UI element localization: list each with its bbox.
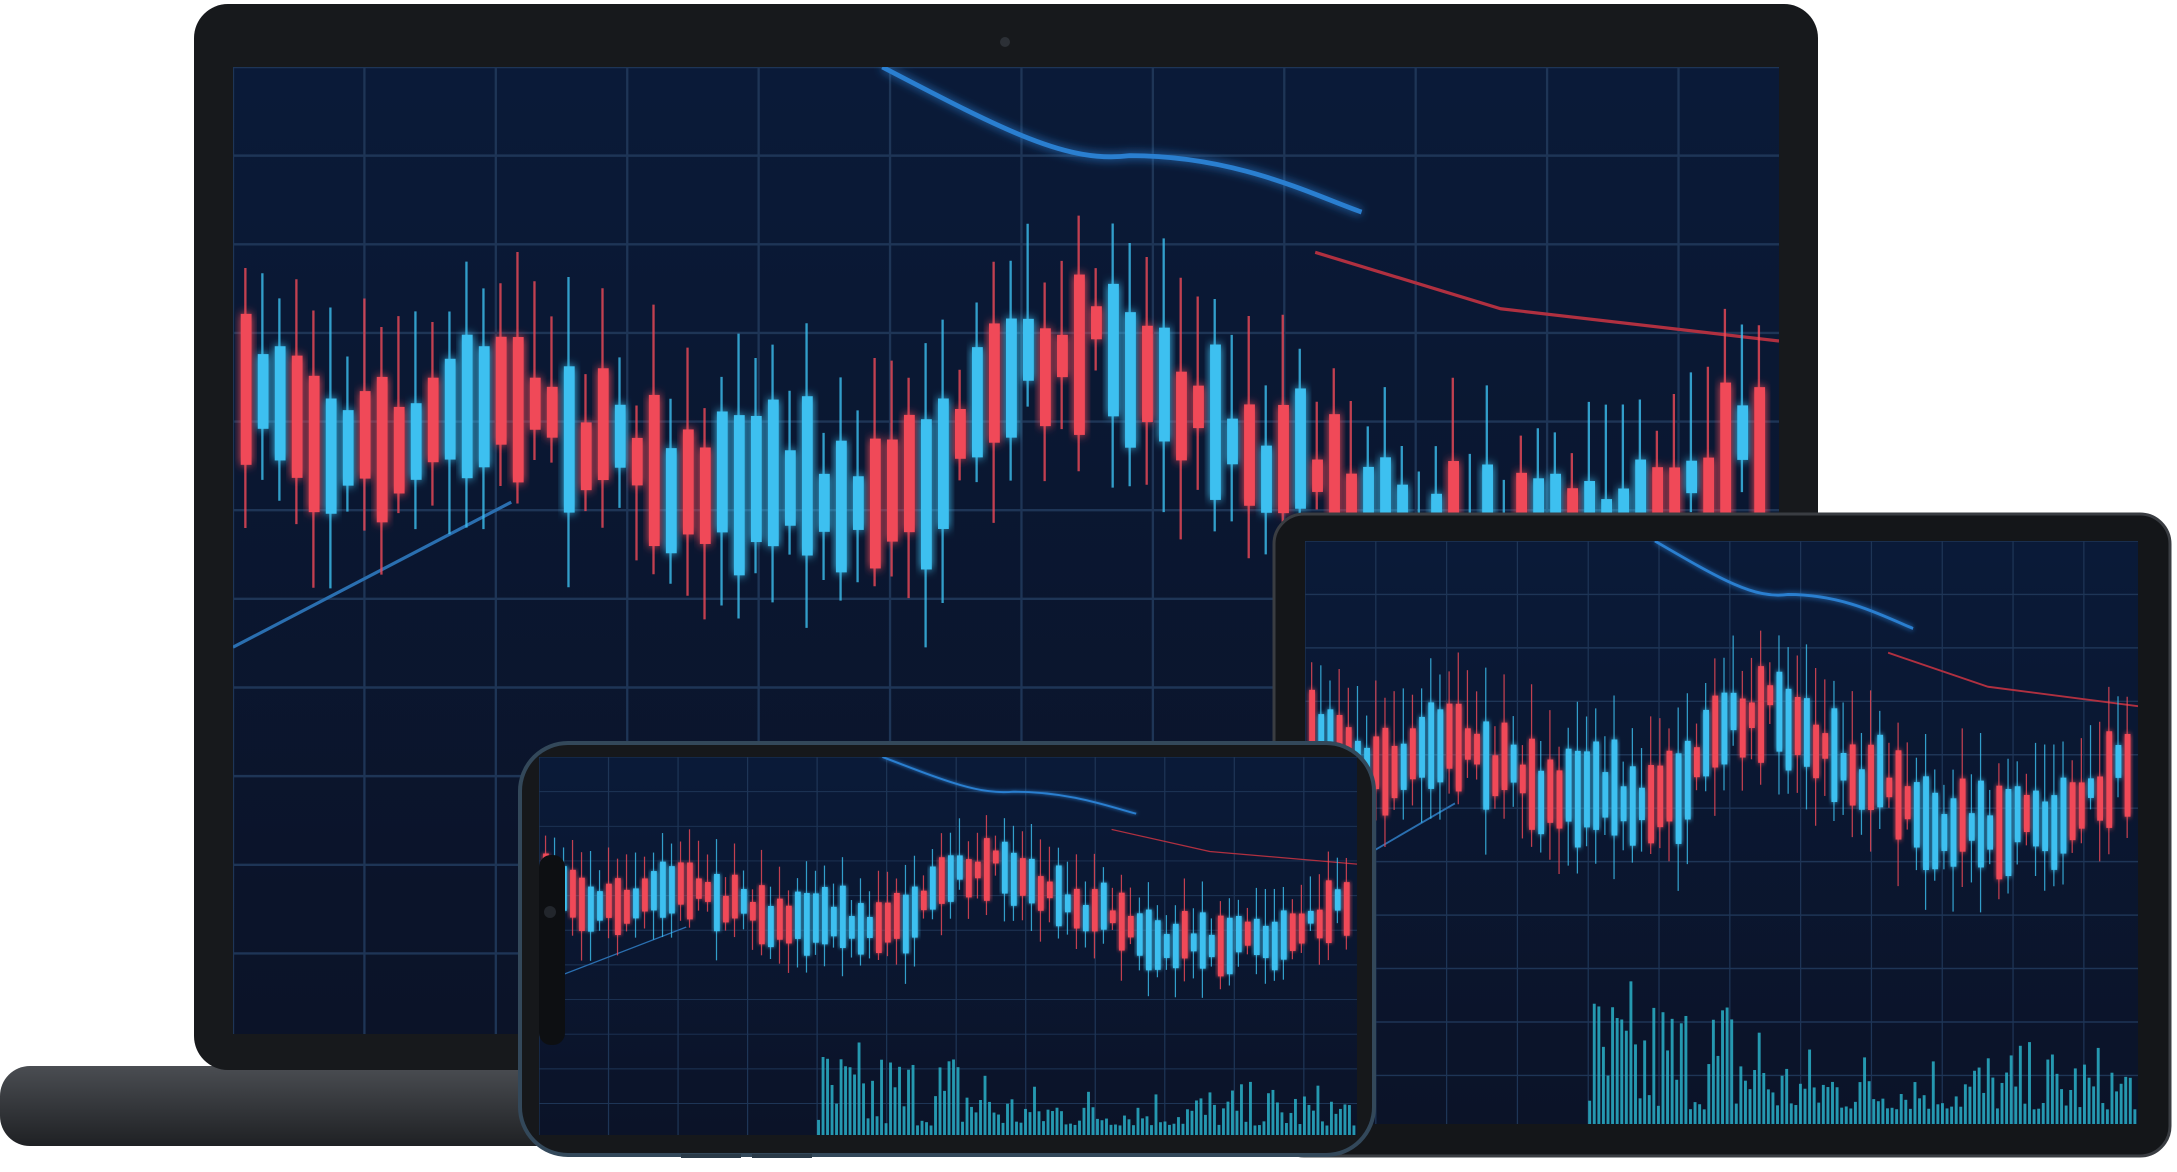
phone-button [752,1154,812,1158]
phone-camera [544,906,556,918]
phone-button [681,1154,741,1158]
phone-screen [539,757,1357,1135]
tablet-screen [1305,541,2138,1124]
laptop-camera [1000,37,1010,47]
phone-notch [539,855,565,1045]
